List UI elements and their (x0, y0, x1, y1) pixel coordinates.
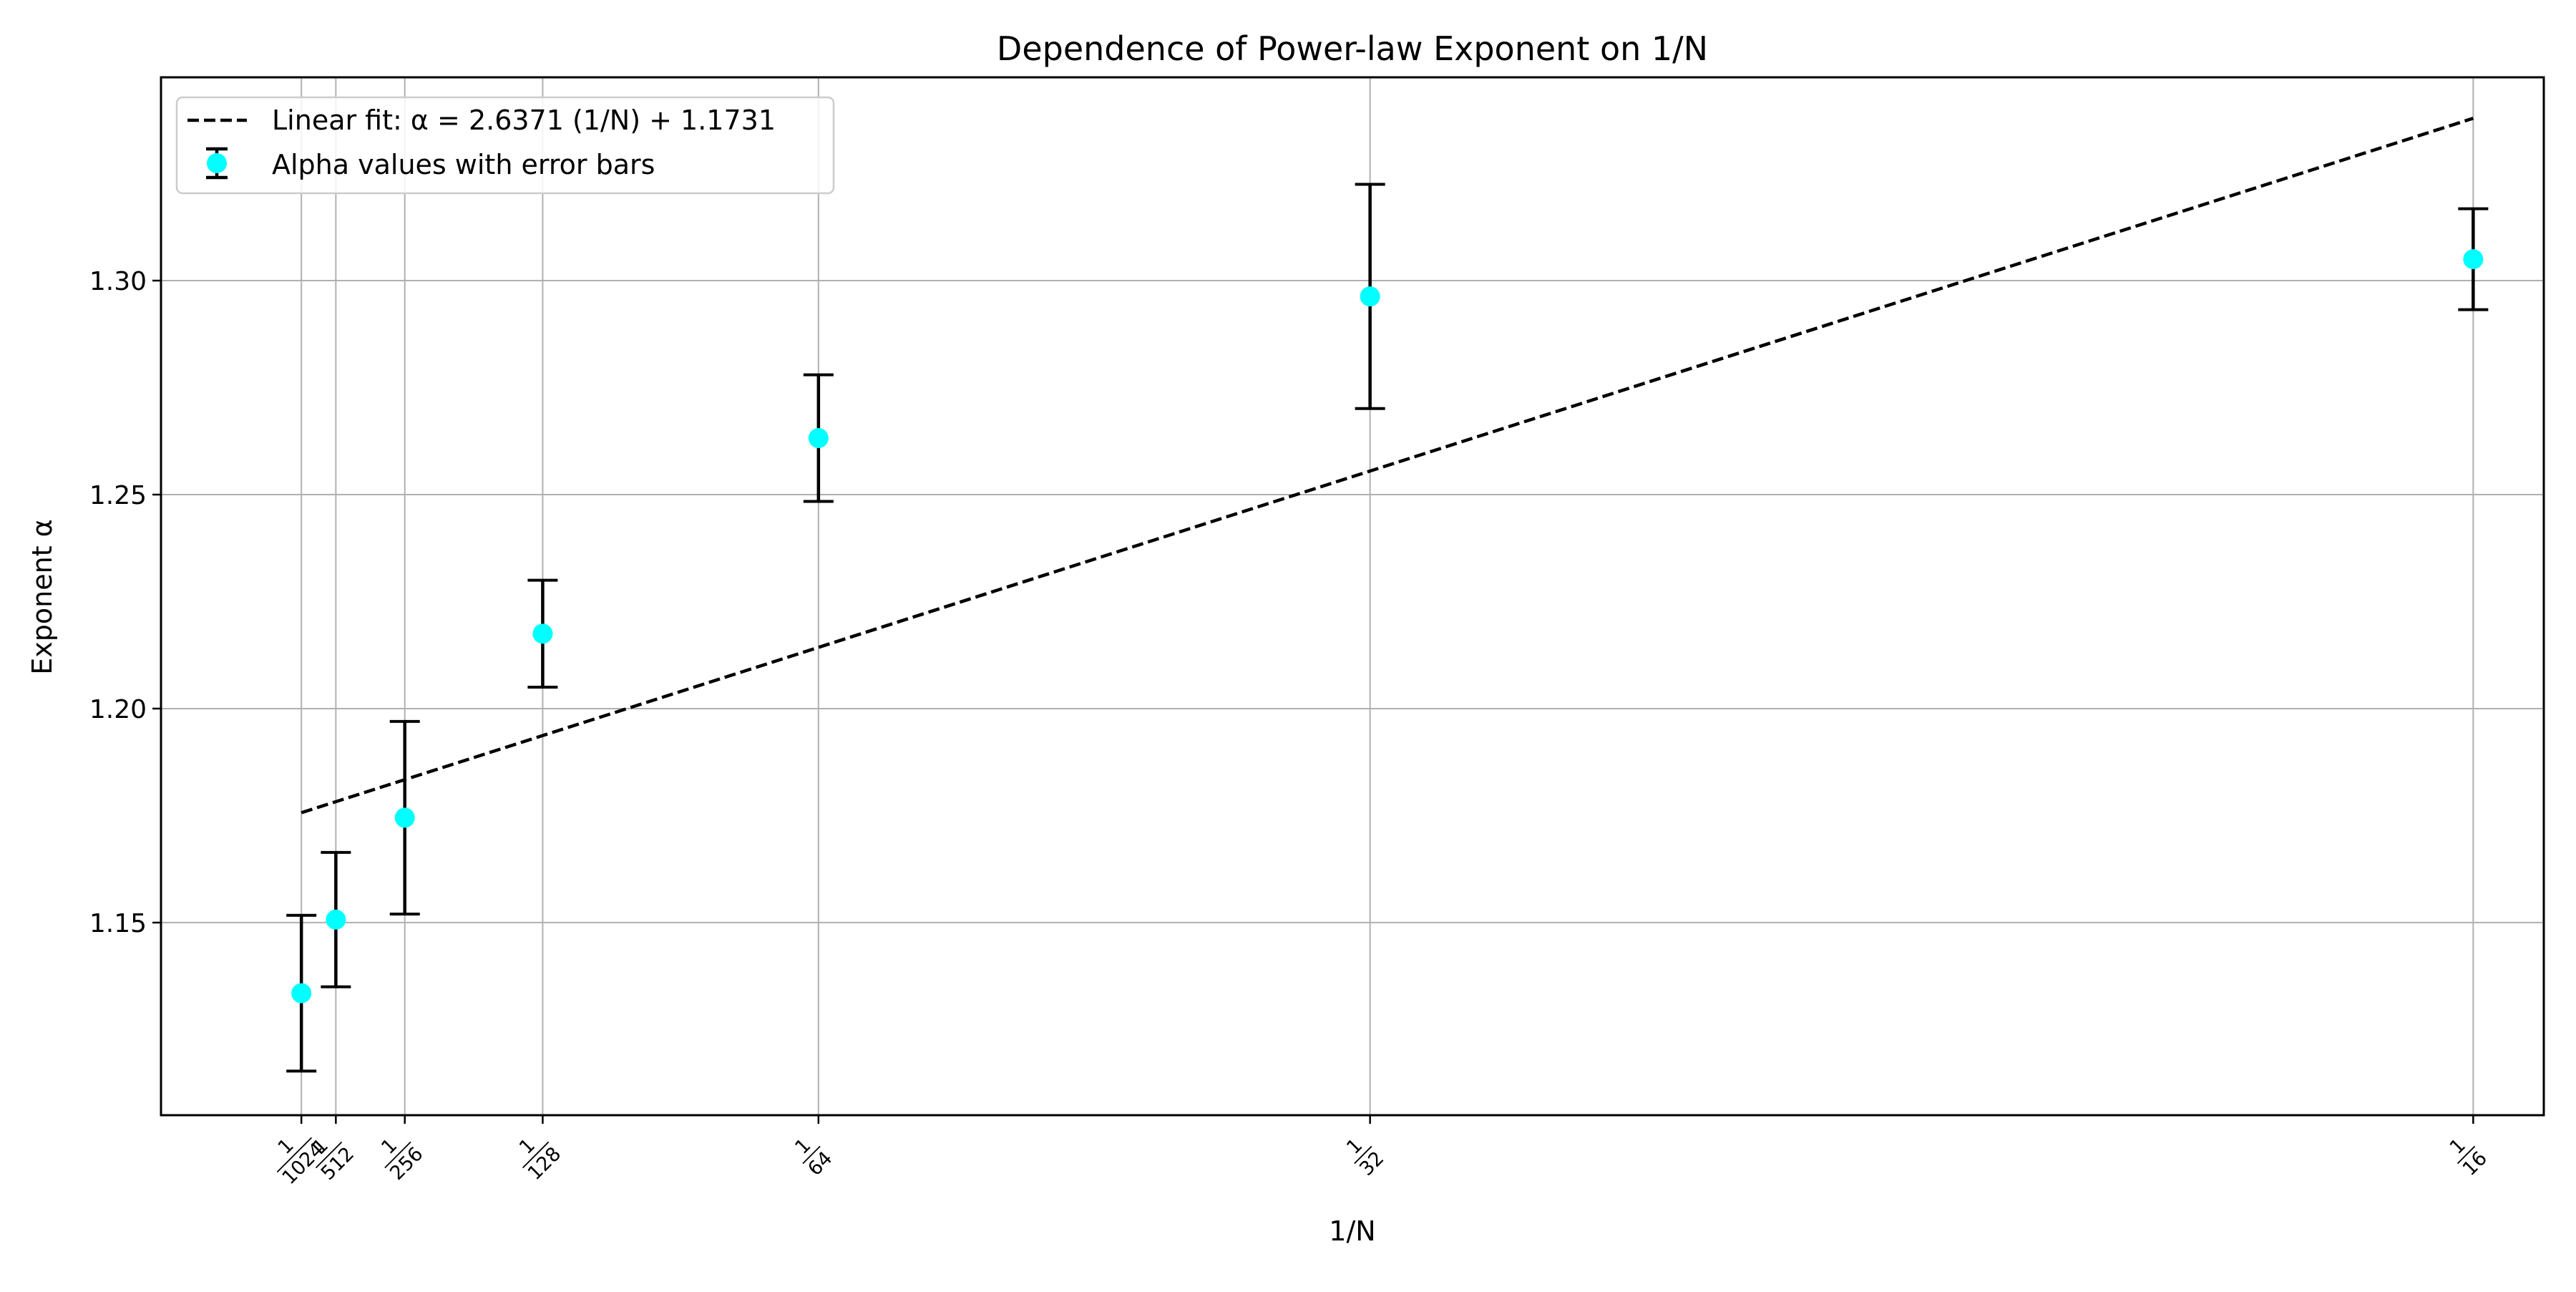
y-tick-label: 1.20 (89, 695, 147, 724)
x-tick-fraction-bar (802, 1145, 821, 1165)
y-tick-label: 1.15 (89, 909, 147, 938)
legend-marker (207, 153, 227, 173)
x-tick-fraction-bar (1354, 1145, 1372, 1165)
x-axis-title: 1/N (1329, 1215, 1375, 1247)
legend-alpha-label: Alpha values with error bars (272, 149, 655, 180)
alpha-point (326, 909, 346, 930)
x-tick-fraction-bar (2457, 1145, 2476, 1165)
legend-frame (175, 96, 835, 195)
plot-area (286, 117, 2489, 1073)
alpha-point (394, 807, 415, 828)
legend: Linear fit: α = 2.6371 (1/N) + 1.1731 Al… (175, 96, 835, 195)
x-tick-fraction-bar (276, 1137, 313, 1173)
chart-title: Dependence of Power-law Exponent on 1/N (997, 29, 1708, 68)
x-tick-fraction-bar (384, 1141, 411, 1169)
x-tick-fraction-bar (315, 1141, 343, 1169)
x-tick-fraction-bar (522, 1141, 550, 1169)
y-tick-label: 1.25 (89, 481, 147, 510)
alpha-point (2463, 249, 2484, 270)
y-tick-label: 1.30 (89, 267, 147, 296)
axes-frame (160, 76, 2545, 1117)
alpha-point (808, 428, 829, 449)
y-axis-title: Exponent α (26, 519, 58, 674)
legend-fit-label: Linear fit: α = 2.6371 (1/N) + 1.1731 (272, 105, 776, 136)
linear-fit-line (301, 117, 2474, 815)
alpha-point (532, 623, 553, 644)
grid (161, 77, 2544, 1115)
alpha-point (291, 983, 312, 1004)
alpha-point (1360, 286, 1380, 307)
